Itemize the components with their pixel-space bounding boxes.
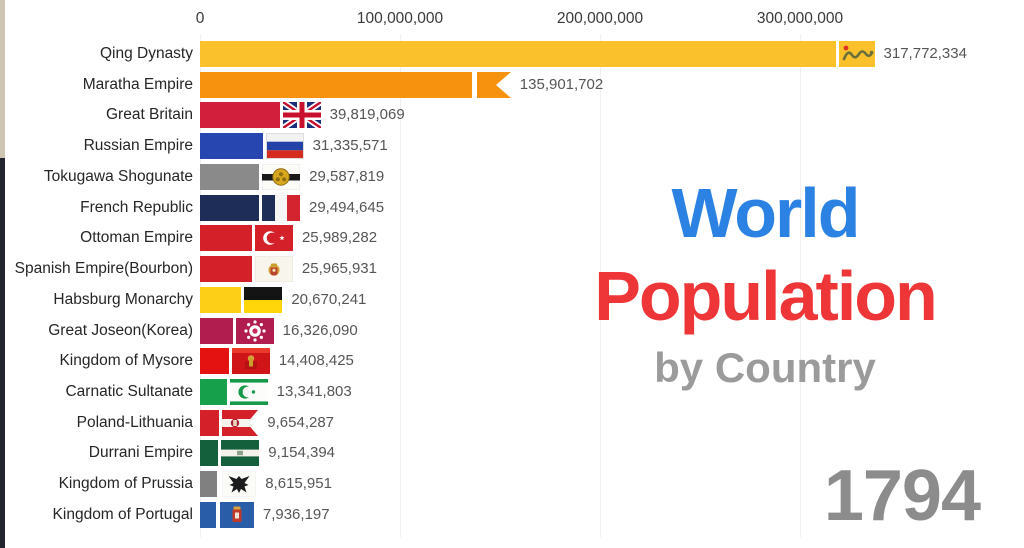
title-population: Population — [594, 257, 938, 335]
population-bar — [200, 256, 252, 283]
population-bar — [200, 71, 472, 98]
population-bar — [200, 41, 836, 67]
population-bar — [200, 409, 220, 436]
population-bar — [200, 133, 263, 160]
country-label: Spanish Empire(Bourbon) — [14, 260, 193, 278]
population-bar — [200, 501, 216, 528]
axis-tick-label: 0 — [195, 10, 205, 27]
bar-row: Maratha Empire 135,901,702 — [0, 71, 1024, 98]
population-value: 9,654,287 — [267, 413, 335, 431]
bar-row: Kingdom of Prussia 8,615,951 — [0, 471, 1024, 498]
tokugawa-mon-flag — [262, 163, 301, 190]
axis-tick-label: 100,000,000 — [356, 10, 444, 27]
country-label: Kingdom of Mysore — [59, 352, 193, 370]
gridline — [400, 34, 401, 537]
bar-row: Tokugawa Shogunate 29,587,819 — [0, 163, 1024, 190]
title-world: World — [671, 174, 860, 252]
population-bar — [200, 194, 259, 221]
population-value: 135,901,702 — [519, 75, 604, 93]
population-value: 25,965,931 — [301, 260, 377, 278]
population-value: 29,587,819 — [309, 167, 385, 185]
country-label: Ottoman Empire — [80, 229, 193, 247]
country-label: Qing Dynasty — [99, 45, 193, 62]
population-bar — [200, 317, 233, 344]
country-label: Habsburg Monarchy — [53, 290, 193, 308]
population-bar — [200, 102, 280, 129]
population-bar — [200, 440, 219, 467]
country-label: Great Britain — [105, 106, 193, 124]
population-value: 13,341,803 — [276, 383, 352, 401]
population-value: 317,772,334 — [883, 45, 967, 62]
country-label: Durrani Empire — [88, 444, 193, 462]
russia-tricolor-flag — [265, 133, 304, 160]
country-label: Kingdom of Portugal — [52, 505, 193, 523]
population-bar — [200, 379, 227, 406]
population-value: 29,494,645 — [308, 198, 385, 216]
habsburg-flag — [244, 286, 283, 313]
country-label: Maratha Empire — [82, 75, 193, 93]
france-tricolor-flag — [261, 194, 300, 221]
country-label: Great Joseon(Korea) — [48, 321, 193, 339]
population-bar — [200, 163, 260, 190]
bar-row: Kingdom of Portugal 7,936,197 — [0, 501, 1024, 528]
year-label: 1794 — [823, 456, 981, 536]
bar-row: Poland-Lithuania 9,654,287 — [0, 409, 1024, 436]
gridline — [600, 34, 601, 537]
title-by-country: by Country — [654, 344, 876, 391]
country-label: Tokugawa Shogunate — [43, 167, 193, 185]
population-value: 39,819,069 — [329, 106, 405, 124]
country-label: Poland-Lithuania — [76, 413, 193, 431]
durrani-flag — [221, 440, 260, 467]
bar-row: Ottoman Empire 25,989,282 — [0, 225, 1024, 252]
left-edge-strip-bottom — [0, 158, 5, 548]
bar-row: French Republic 29,494,645 — [0, 194, 1024, 221]
spain-bourbon-flag — [254, 256, 293, 283]
bar-row: Qing Dynasty 317,772,334 — [0, 41, 1024, 67]
country-label: Kingdom of Prussia — [58, 475, 193, 493]
bar-row: Kingdom of Mysore 14,408,425 — [0, 348, 1024, 375]
population-bar — [200, 471, 218, 498]
bar-row: Habsburg Monarchy 20,670,241 — [0, 286, 1024, 313]
population-bar — [200, 225, 252, 252]
left-edge-strip-top — [0, 0, 5, 158]
population-value: 16,326,090 — [282, 321, 358, 339]
axis-tick-label: 200,000,000 — [556, 10, 644, 27]
bar-row: Durrani Empire 9,154,394 — [0, 440, 1024, 467]
bar-row: Russian Empire 31,335,571 — [0, 133, 1024, 160]
portugal-flag — [219, 501, 254, 528]
population-value: 20,670,241 — [291, 290, 367, 308]
qing-dragon-flag — [838, 41, 875, 67]
ottoman-crescent-flag — [254, 225, 293, 252]
country-label: French Republic — [80, 198, 193, 216]
country-label: Carnatic Sultanate — [65, 383, 193, 401]
gridline — [800, 34, 801, 537]
population-value: 25,989,282 — [301, 229, 378, 247]
country-label: Russian Empire — [83, 137, 193, 155]
population-bar — [200, 348, 229, 375]
population-value: 14,408,425 — [278, 352, 354, 370]
bar-row: Great Britain 39,819,069 — [0, 102, 1024, 129]
bar-row: Spanish Empire(Bourbon) 25,965,931 — [0, 256, 1024, 283]
carnatic-flag — [229, 379, 268, 406]
mysore-flag — [231, 348, 270, 375]
population-value: 31,335,571 — [312, 137, 388, 155]
population-value: 7,936,197 — [262, 505, 330, 523]
joseon-flag — [235, 317, 274, 344]
population-bar — [200, 286, 242, 313]
population-value: 8,615,951 — [265, 475, 332, 493]
prussia-eagle-flag — [222, 471, 257, 498]
gridline — [200, 34, 201, 537]
axis-tick-label: 300,000,000 — [756, 10, 844, 27]
population-value: 9,154,394 — [268, 444, 336, 462]
maratha-swallowtail-flag — [476, 71, 511, 98]
bar-row: Great Joseon(Korea) 16,326,090 — [0, 317, 1024, 344]
poland-lithuania-flag — [222, 409, 259, 436]
bar-row: Carnatic Sultanate 13,341,803 — [0, 379, 1024, 406]
union-jack-flag — [282, 102, 321, 129]
